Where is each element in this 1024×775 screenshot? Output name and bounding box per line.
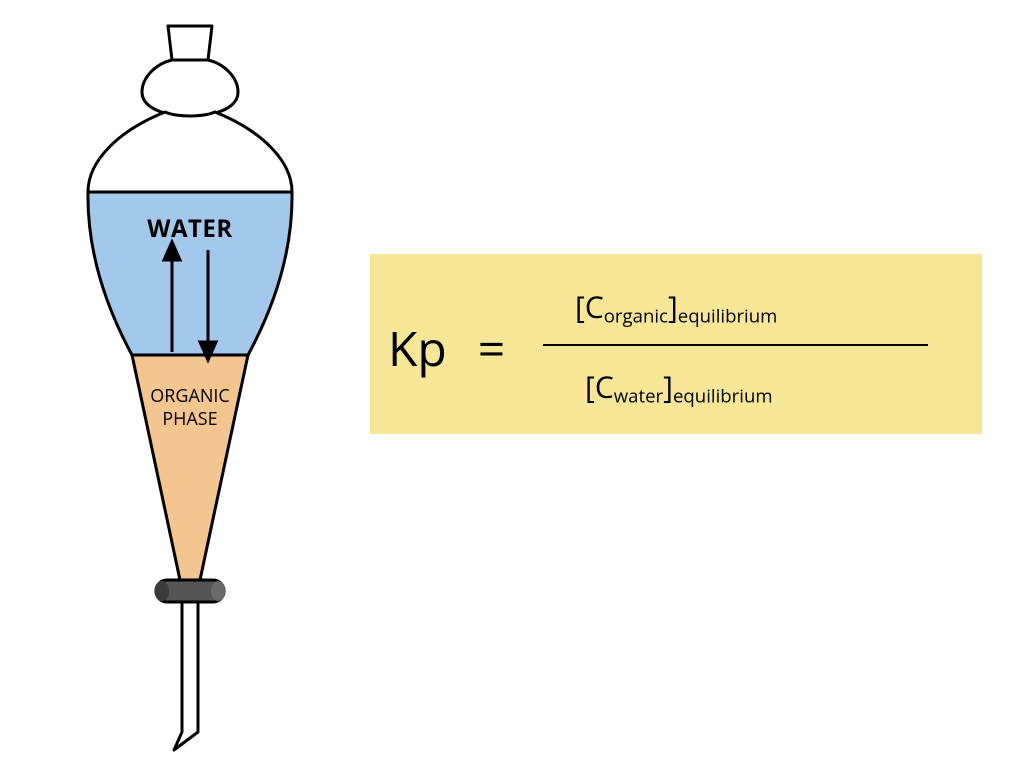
numerator-c: C — [585, 286, 604, 327]
water-label: WATER — [50, 212, 330, 245]
stopcock-end-left — [155, 581, 169, 601]
denominator-c: C — [595, 366, 614, 407]
organic-label-line1: ORGANIC — [150, 384, 230, 408]
kp-text: Kp — [388, 316, 447, 381]
funnel-bulb-top — [88, 112, 292, 192]
organic-phase-label: ORGANIC PHASE — [50, 385, 330, 430]
bracket-close-icon: ] — [668, 286, 678, 327]
kp-symbol: Kp = — [388, 316, 505, 381]
numerator-sub-equilibrium: equilibrium — [678, 304, 778, 329]
stopcock-end-right — [211, 581, 225, 601]
bracket-open-icon: [ — [585, 366, 595, 407]
funnel-neck — [142, 60, 238, 116]
fraction-line — [543, 344, 928, 346]
funnel-stem — [174, 602, 198, 750]
separating-funnel: WATER ORGANIC PHASE — [50, 20, 330, 760]
organic-label-line2: PHASE — [162, 407, 217, 431]
fraction: [Corganic]equilibrium [Cwater]equilibriu… — [535, 254, 965, 434]
partition-coefficient-equation: Kp = [Corganic]equilibrium [Cwater]equil… — [370, 254, 982, 434]
bracket-open-icon: [ — [575, 286, 585, 327]
denominator-sub-equilibrium: equilibrium — [673, 384, 773, 409]
numerator-sub-organic: organic — [604, 304, 668, 329]
numerator: [Corganic]equilibrium — [575, 286, 777, 329]
denominator-sub-water: water — [614, 384, 663, 409]
denominator: [Cwater]equilibrium — [585, 366, 773, 409]
stopper — [168, 26, 212, 60]
bracket-close-icon: ] — [663, 366, 673, 407]
equals-sign: = — [478, 316, 505, 381]
